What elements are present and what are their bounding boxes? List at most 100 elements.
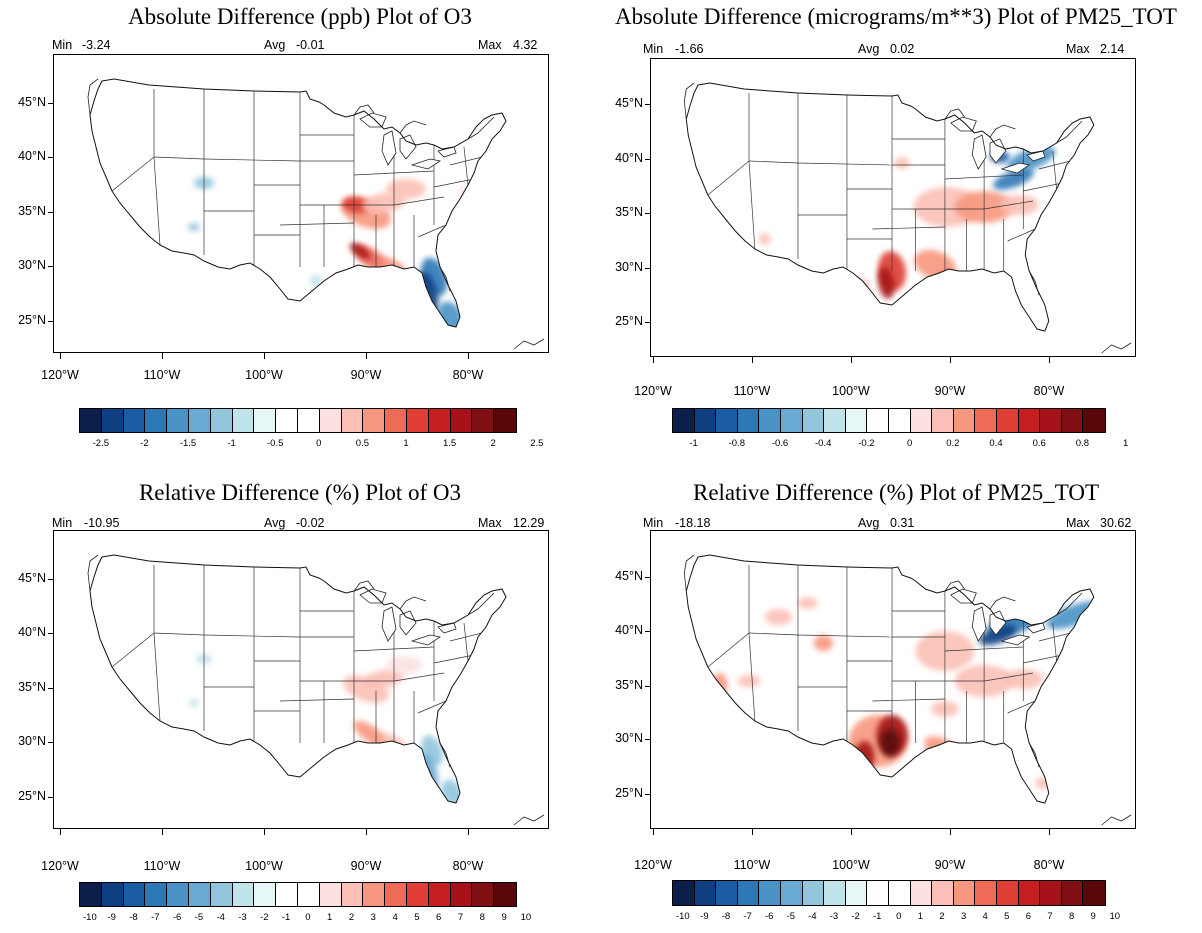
state-boundary	[449, 630, 491, 642]
colorbar-swatch	[845, 881, 868, 905]
longitude-tick-label: 110°W	[733, 384, 771, 398]
panel-title: Absolute Difference (ppb) Plot of O3	[128, 4, 472, 29]
state-boundary	[203, 158, 301, 162]
state-boundary	[872, 698, 945, 702]
us-map	[683, 82, 1132, 354]
colorbar-swatch	[232, 409, 255, 432]
longitude-tick-mark	[162, 829, 163, 835]
colorbar-label: 6	[436, 912, 442, 923]
state-boundary	[279, 698, 355, 702]
state-boundary	[393, 672, 445, 682]
state-boundary	[707, 160, 750, 196]
colorbar-swatch	[867, 409, 889, 432]
state-boundary	[433, 654, 475, 664]
latitude-tick-mark	[48, 688, 54, 689]
longitude-tick-mark	[162, 353, 163, 359]
longitude-tick-mark	[851, 357, 852, 363]
min-value: -1.66	[675, 42, 704, 56]
colorbar-swatch	[167, 883, 189, 906]
colorbar-swatch	[953, 409, 976, 432]
lake-outline	[410, 158, 442, 170]
colorbar-label: 9	[501, 912, 507, 923]
colorbar-swatches	[79, 408, 517, 433]
state-boundary	[153, 156, 205, 160]
state-boundary	[463, 622, 469, 662]
latitude-tick-mark	[645, 794, 651, 795]
colorbar-swatch	[210, 883, 233, 906]
colorbar-swatch	[80, 409, 102, 432]
longitude-tick-mark	[1049, 357, 1050, 363]
colorbar-swatch	[802, 409, 825, 432]
coastline	[399, 120, 427, 134]
state-boundary	[279, 222, 355, 226]
colorbar-label: 0	[316, 438, 322, 449]
concentration-plume	[382, 734, 410, 756]
concentration-plume	[1035, 777, 1051, 789]
us-map	[87, 554, 545, 826]
colorbar-swatch	[1018, 881, 1041, 905]
colorbar-swatch	[694, 881, 717, 905]
lake-outline	[359, 112, 387, 128]
colorbar-label: -6	[172, 912, 182, 923]
colorbar-swatch	[450, 409, 473, 432]
country-outline	[685, 82, 1095, 332]
longitude-tick-mark	[653, 829, 654, 835]
max-value: 30.62	[1100, 516, 1132, 530]
colorbar-swatch	[494, 409, 516, 432]
colorbar-swatch	[802, 881, 825, 905]
colorbar-label: -1	[227, 438, 236, 449]
colorbar-label: 0.6	[1032, 438, 1046, 449]
colorbar-swatch	[824, 409, 846, 432]
avg-label: Avg	[858, 42, 880, 56]
latitude-tick-mark	[645, 686, 651, 687]
state-boundary	[111, 632, 155, 668]
colorbar-swatch	[297, 883, 320, 906]
latitude-tick-mark	[48, 212, 54, 213]
colorbar-swatch	[932, 881, 954, 905]
colorbar-swatch	[932, 409, 954, 432]
colorbar-label: -2	[140, 438, 149, 449]
min-label: Min	[643, 42, 664, 56]
colorbar-swatch	[1061, 409, 1084, 432]
state-boundary	[1023, 182, 1063, 192]
colorbar-label: 3	[960, 911, 967, 922]
longitude-tick-label: 90°W	[934, 858, 966, 872]
colorbar-swatch	[385, 409, 407, 432]
colorbar-label: 8	[479, 912, 485, 923]
concentration-plume	[979, 624, 1017, 646]
lake-outline	[1000, 162, 1031, 174]
colorbar-swatch	[910, 881, 933, 905]
colorbar-label: -8	[721, 911, 731, 922]
colorbar-label: 0	[896, 911, 902, 922]
coastline	[467, 592, 495, 616]
colorbar-label: 5	[1004, 911, 1010, 922]
concentration-plume	[737, 675, 761, 687]
state-boundary	[748, 160, 756, 250]
colorbar-label: 0.4	[989, 438, 1003, 449]
colorbar-label: 0.2	[946, 438, 960, 449]
state-boundary	[203, 634, 301, 638]
state-boundary	[1007, 228, 1036, 242]
latitude-tick-label: 25°N	[18, 313, 46, 327]
state-boundary	[1023, 654, 1063, 664]
colorbar-swatch	[363, 883, 386, 906]
colorbar-swatch	[406, 883, 429, 906]
colorbar-swatch	[716, 881, 738, 905]
colorbar-swatch	[694, 409, 717, 432]
state-boundary	[153, 156, 161, 246]
colorbar-swatches	[672, 880, 1106, 906]
map-frame	[650, 58, 1136, 357]
max-label: Max	[478, 516, 502, 530]
coastline	[439, 266, 451, 292]
latitude-tick-mark	[645, 104, 651, 105]
colorbar-swatch	[737, 409, 760, 432]
coastline	[989, 124, 1016, 138]
state-boundary	[417, 224, 447, 238]
colorbar-label: 7	[1047, 911, 1053, 922]
longitude-tick-label: 80°W	[452, 368, 484, 382]
concentration-plume	[441, 779, 463, 803]
colorbar-swatch	[975, 881, 997, 905]
colorbar-label: -3	[238, 912, 247, 923]
colorbar-swatch	[888, 881, 911, 905]
colorbar-label: -9	[107, 912, 116, 923]
